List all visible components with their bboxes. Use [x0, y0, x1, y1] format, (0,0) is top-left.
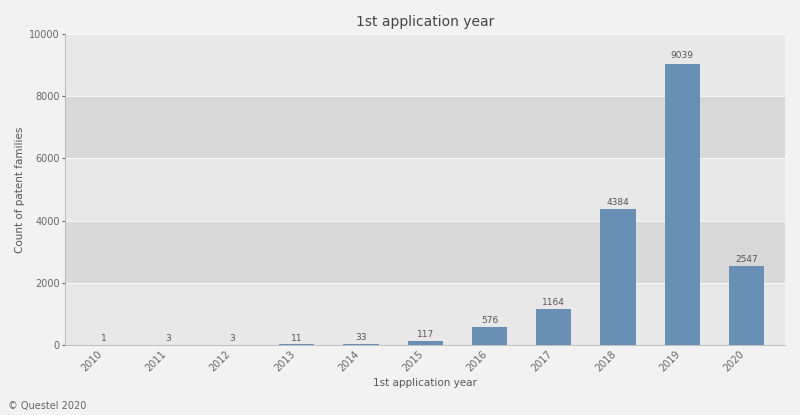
Bar — [66, 96, 785, 159]
Text: 9039: 9039 — [670, 51, 694, 60]
Text: 3: 3 — [166, 334, 171, 343]
Text: © Questel 2020: © Questel 2020 — [8, 401, 86, 411]
Text: 2547: 2547 — [735, 255, 758, 264]
X-axis label: 1st application year: 1st application year — [374, 378, 477, 388]
Text: 3: 3 — [230, 334, 235, 343]
Text: 33: 33 — [355, 333, 366, 342]
Bar — [66, 220, 785, 283]
Bar — [665, 64, 700, 344]
Bar — [472, 327, 507, 344]
Text: 11: 11 — [291, 334, 302, 343]
Text: 1: 1 — [101, 334, 106, 343]
Title: 1st application year: 1st application year — [356, 15, 494, 29]
Bar — [407, 341, 443, 344]
Bar — [66, 34, 785, 96]
Text: 1164: 1164 — [542, 298, 565, 307]
Text: 117: 117 — [417, 330, 434, 339]
Text: 4384: 4384 — [606, 198, 630, 207]
Y-axis label: Count of patent families: Count of patent families — [15, 126, 25, 253]
Bar — [66, 283, 785, 344]
Bar — [600, 209, 636, 344]
Bar — [66, 159, 785, 220]
Bar — [729, 266, 764, 344]
Text: 576: 576 — [481, 316, 498, 325]
Bar — [536, 308, 571, 344]
